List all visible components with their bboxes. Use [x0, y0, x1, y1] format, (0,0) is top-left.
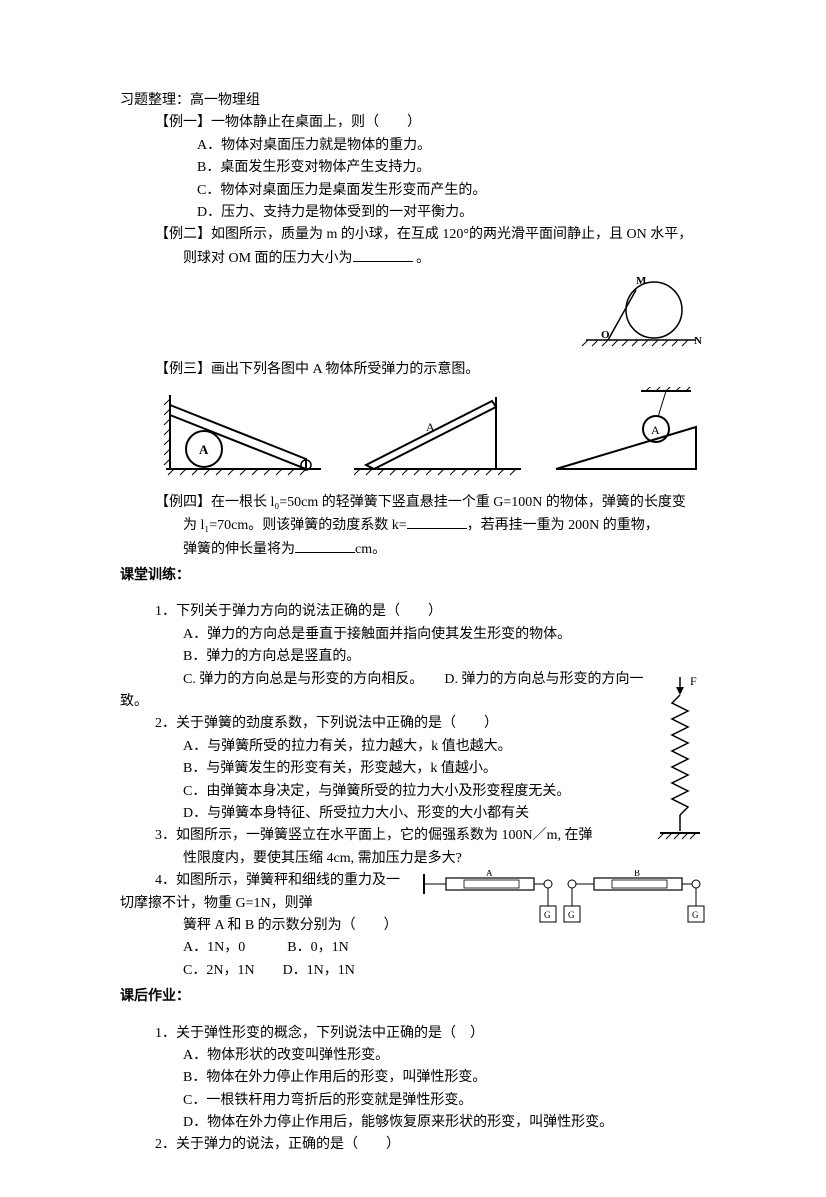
svg-text:N: N — [694, 335, 702, 347]
ex3-figures: A A A — [156, 387, 706, 482]
svg-text:A: A — [426, 420, 435, 434]
h1-a: A．物体形状的改变叫弹性形变。 — [120, 1045, 706, 1067]
ex4-l2b: ，若再挂一重为 200N 的重物， — [467, 518, 659, 533]
ex4-blank1 — [407, 514, 467, 529]
ex2-figure: M O N — [566, 270, 706, 358]
spring-figure: F — [654, 673, 706, 861]
ex3-fig3: A — [546, 387, 706, 482]
ex4-l3: 弹簧的伸长量将为 cm。 — [120, 538, 706, 561]
header-line: 习题整理：高一物理组 — [120, 90, 706, 112]
ex2-tail: 。 — [413, 251, 431, 266]
q2-c: C．由弹簧本身决定，与弹簧所受的拉力大小及形变程度无关。 — [120, 781, 706, 803]
h1-title: 1．关于弹性形变的概念，下列说法中正确的是（ ） — [120, 1023, 706, 1045]
ex4-l2: 为 l₁=70cm。则该弹簧的劲度系数 k= ，若再挂一重为 200N 的重物， — [120, 514, 706, 537]
q4-c: C．2N，1N — [183, 963, 255, 978]
q4-a: A．1N，0 — [183, 940, 245, 955]
q3-l1: 3．如图所示，一弹簧竖立在水平面上，它的倔强系数为 100N／m, 在弹 — [120, 825, 706, 847]
ex1-d: D．压力、支持力是物体受到的一对平衡力。 — [120, 202, 706, 224]
ex4-l2a: 为 l₁=70cm。则该弹簧的劲度系数 k= — [183, 518, 407, 533]
ex3-title: 【例三】画出下列各图中 A 物体所受弹力的示意图。 — [120, 359, 706, 381]
svg-text:A: A — [199, 442, 209, 457]
ex1-c: C．物体对桌面压力是桌面发生形变而产生的。 — [120, 180, 706, 202]
ex1-title: 【例一】一物体静止在桌面上，则（ ） — [120, 112, 706, 134]
q4-d: D．1N，1N — [283, 963, 355, 978]
svg-text:F: F — [690, 674, 697, 688]
scale-figure: A G B G G — [416, 870, 706, 948]
svg-text:G: G — [692, 910, 699, 920]
h2-title: 2．关于弹力的说法，正确的是（ ） — [120, 1134, 706, 1156]
svg-text:O: O — [601, 329, 610, 341]
q2-a: A．与弹簧所受的拉力有关，拉力越大，k 值也越大。 — [120, 736, 706, 758]
ex1-a: A．物体对桌面压力就是物体的重力。 — [120, 135, 706, 157]
q1-a: A．弹力的方向总是垂直于接触面并指向使其发生形变的物体。 — [120, 624, 706, 646]
ex2-l1: 【例二】如图所示，质量为 m 的小球，在互成 120°的两光滑平面间静止，且 O… — [120, 224, 706, 246]
ex2-blank — [353, 247, 413, 262]
svg-text:A: A — [651, 423, 660, 437]
q4-b: B．0，1N — [287, 940, 348, 955]
q1-cd: C. 弹力的方向总是与形变的方向相反。 D. 弹力的方向总与形变的方向一致。 — [120, 669, 706, 714]
section-1: 课堂训练： — [120, 565, 706, 587]
h1-c: C．一根铁杆用力弯折后的形变就是弹性形变。 — [120, 1090, 706, 1112]
q1-title: 1．下列关于弹力方向的说法正确的是（ ） — [120, 601, 706, 623]
section-2: 课后作业： — [120, 986, 706, 1008]
ex2-l2-text: 则球对 OM 面的压力大小为 — [183, 251, 353, 266]
q2-title: 2．关于弹簧的劲度系数，下列说法中正确的是（ ） — [120, 713, 706, 735]
ex4-l3b: cm。 — [355, 542, 386, 557]
ex4-l3a: 弹簧的伸长量将为 — [183, 542, 295, 557]
q2-b: B．与弹簧发生的形变有关，形变越大，k 值越小。 — [120, 758, 706, 780]
h1-b: B．物体在外力停止作用后的形变，叫弹性形变。 — [120, 1067, 706, 1089]
svg-text:G: G — [544, 910, 551, 920]
svg-text:M: M — [636, 275, 647, 287]
svg-text:B: B — [634, 870, 640, 878]
ex1-b: B．桌面发生形变对物体产生支持力。 — [120, 157, 706, 179]
h1-d: D．物体在外力停止作用后，能够恢复原来形状的形变，叫弹性形变。 — [120, 1112, 706, 1134]
q2-d: D．与弹簧本身特征、所受拉力大小、形变的大小都有关 — [120, 803, 706, 825]
ex2-l2: 则球对 OM 面的压力大小为 。 — [120, 247, 706, 270]
ex4-blank2 — [295, 538, 355, 553]
ex3-fig1: A — [156, 387, 326, 482]
ex4-l1: 【例四】在一根长 l₀=50cm 的轻弹簧下竖直悬挂一个重 G=100N 的物体… — [120, 492, 706, 514]
q4-row2: C．2N，1N D．1N，1N — [120, 960, 706, 982]
q1-b: B．弹力的方向总是竖直的。 — [120, 646, 706, 668]
svg-text:A: A — [486, 870, 493, 878]
q3-l2: 性限度内，要使其压缩 4cm, 需加压力是多大? — [120, 848, 706, 870]
ex3-fig2: A — [346, 387, 526, 482]
svg-text:G: G — [568, 910, 575, 920]
